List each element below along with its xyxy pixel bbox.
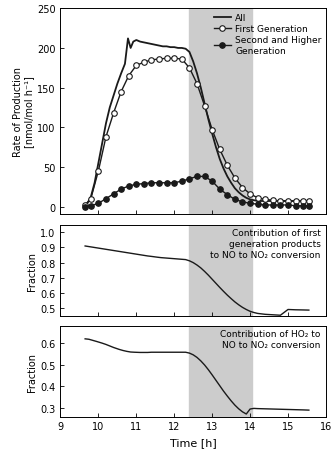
- First Generation: [180, 57, 184, 63]
- First Generation: [157, 57, 161, 63]
- Second and Higher
Generation: [112, 192, 116, 197]
- Bar: [190, 326, 252, 417]
- All: [83, 203, 87, 208]
- Second and Higher
Generation: [241, 200, 245, 205]
- Second and Higher
Generation: [301, 204, 305, 209]
- First Generation: [96, 169, 100, 174]
- Second and Higher
Generation: [233, 197, 237, 203]
- First Generation: [256, 195, 260, 201]
- Second and Higher
Generation: [271, 203, 275, 208]
- First Generation: [286, 199, 290, 204]
- All: [307, 199, 311, 204]
- First Generation: [218, 147, 222, 153]
- All: [104, 121, 108, 127]
- Y-axis label: Fraction: Fraction: [28, 352, 38, 391]
- Second and Higher
Generation: [307, 204, 311, 209]
- First Generation: [150, 58, 154, 63]
- X-axis label: Time [h]: Time [h]: [170, 437, 217, 447]
- Second and Higher
Generation: [248, 201, 252, 206]
- Second and Higher
Generation: [203, 174, 207, 180]
- Second and Higher
Generation: [142, 181, 146, 187]
- Second and Higher
Generation: [104, 196, 108, 202]
- First Generation: [112, 111, 116, 117]
- Bar: [190, 9, 252, 215]
- Second and Higher
Generation: [83, 204, 87, 210]
- Second and Higher
Generation: [294, 204, 298, 209]
- Second and Higher
Generation: [96, 201, 100, 206]
- Second and Higher
Generation: [263, 203, 267, 208]
- Second and Higher
Generation: [134, 182, 138, 188]
- First Generation: [142, 60, 146, 66]
- First Generation: [172, 56, 176, 62]
- First Generation: [83, 203, 87, 208]
- All: [301, 199, 305, 204]
- Line: All: All: [85, 39, 309, 206]
- First Generation: [248, 192, 252, 197]
- First Generation: [165, 56, 169, 62]
- First Generation: [127, 74, 131, 79]
- First Generation: [195, 81, 199, 87]
- First Generation: [225, 163, 229, 169]
- Second and Higher
Generation: [89, 204, 93, 209]
- First Generation: [263, 197, 267, 203]
- Second and Higher
Generation: [225, 193, 229, 198]
- First Generation: [187, 66, 192, 71]
- Y-axis label: Fraction: Fraction: [28, 251, 38, 290]
- Line: Second and Higher
Generation: Second and Higher Generation: [82, 174, 311, 210]
- First Generation: [89, 196, 93, 202]
- Second and Higher
Generation: [210, 179, 214, 185]
- First Generation: [294, 199, 298, 204]
- Second and Higher
Generation: [150, 181, 154, 186]
- All: [271, 199, 275, 204]
- First Generation: [271, 198, 275, 204]
- First Generation: [279, 199, 283, 204]
- First Generation: [119, 89, 123, 95]
- All: [131, 40, 135, 45]
- First Generation: [134, 63, 138, 69]
- Second and Higher
Generation: [119, 187, 123, 193]
- First Generation: [301, 199, 305, 204]
- Second and Higher
Generation: [127, 184, 131, 189]
- Y-axis label: Rate of Production
[nmol/mol h⁻¹]: Rate of Production [nmol/mol h⁻¹]: [13, 67, 34, 157]
- Second and Higher
Generation: [165, 181, 169, 186]
- Second and Higher
Generation: [180, 179, 184, 185]
- All: [119, 71, 123, 77]
- Text: Contribution of HO₂ to
NO to NO₂ conversion: Contribution of HO₂ to NO to NO₂ convers…: [220, 329, 321, 349]
- Line: First Generation: First Generation: [82, 56, 311, 208]
- First Generation: [307, 199, 311, 204]
- All: [157, 44, 161, 49]
- All: [126, 37, 130, 42]
- Second and Higher
Generation: [218, 187, 222, 193]
- Legend: All, First Generation, Second and Higher
Generation: All, First Generation, Second and Higher…: [212, 12, 323, 57]
- Second and Higher
Generation: [187, 176, 192, 182]
- First Generation: [210, 128, 214, 133]
- First Generation: [241, 185, 245, 191]
- Second and Higher
Generation: [286, 203, 290, 208]
- Second and Higher
Generation: [172, 181, 176, 186]
- Second and Higher
Generation: [256, 202, 260, 207]
- First Generation: [104, 135, 108, 140]
- Second and Higher
Generation: [157, 181, 161, 186]
- Text: Contribution of first
generation products
to NO to NO₂ conversion: Contribution of first generation product…: [210, 228, 321, 260]
- First Generation: [203, 104, 207, 109]
- First Generation: [233, 176, 237, 181]
- Second and Higher
Generation: [195, 174, 199, 180]
- Bar: [190, 225, 252, 316]
- Second and Higher
Generation: [279, 203, 283, 208]
